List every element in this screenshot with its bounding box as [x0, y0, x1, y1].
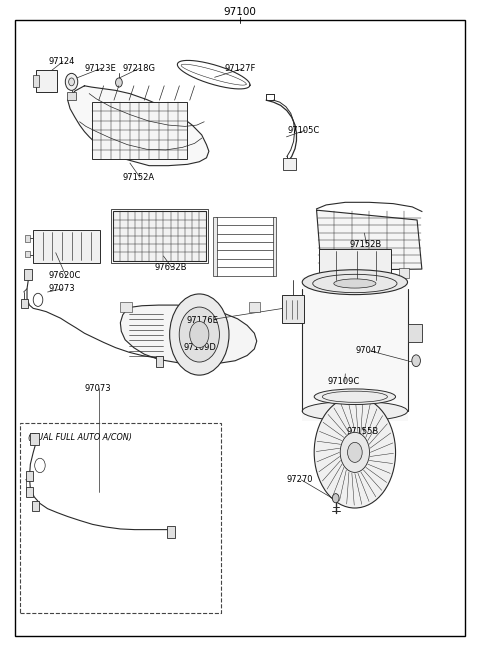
Text: 97218G: 97218G [123, 64, 156, 73]
Text: 97155B: 97155B [347, 427, 379, 436]
Ellipse shape [302, 270, 408, 295]
FancyBboxPatch shape [21, 298, 28, 308]
Circle shape [65, 73, 78, 91]
Circle shape [314, 397, 396, 508]
FancyBboxPatch shape [156, 356, 163, 367]
Bar [249, 302, 260, 312]
Text: 97127F: 97127F [225, 64, 256, 73]
Circle shape [340, 432, 370, 472]
Text: 97105C: 97105C [288, 126, 320, 134]
Text: 97124: 97124 [48, 57, 75, 66]
Circle shape [116, 78, 122, 87]
Text: 97073: 97073 [48, 284, 75, 293]
Circle shape [332, 493, 339, 502]
Text: 97109D: 97109D [183, 343, 216, 352]
Text: 97047: 97047 [356, 346, 383, 356]
Bar [24, 235, 30, 241]
FancyBboxPatch shape [26, 487, 33, 497]
Bar [381, 268, 391, 277]
Bar [20, 423, 221, 613]
Ellipse shape [302, 401, 408, 421]
Bar [120, 302, 132, 312]
Bar [113, 211, 206, 260]
Text: 97152A: 97152A [123, 173, 155, 182]
Circle shape [69, 78, 74, 86]
Bar [213, 216, 217, 276]
FancyBboxPatch shape [33, 75, 38, 87]
Bar [344, 268, 355, 277]
Ellipse shape [334, 279, 376, 288]
FancyBboxPatch shape [32, 501, 39, 511]
Bar [283, 158, 297, 170]
Bar [319, 249, 391, 280]
Polygon shape [120, 305, 257, 364]
FancyBboxPatch shape [67, 92, 76, 100]
Bar [362, 268, 373, 277]
Bar [399, 268, 409, 277]
Bar [273, 216, 276, 276]
Text: (DUAL FULL AUTO A/CON): (DUAL FULL AUTO A/CON) [28, 433, 132, 442]
Ellipse shape [314, 389, 396, 405]
FancyBboxPatch shape [282, 295, 304, 323]
Bar [302, 277, 408, 421]
Circle shape [190, 321, 209, 348]
Text: 97270: 97270 [287, 476, 313, 484]
FancyBboxPatch shape [30, 434, 38, 445]
Bar [33, 230, 100, 262]
Text: 97632B: 97632B [155, 263, 187, 272]
Circle shape [412, 355, 420, 367]
Text: 97123E: 97123E [84, 64, 116, 73]
Bar [92, 102, 187, 159]
Circle shape [169, 294, 229, 375]
Text: 97109C: 97109C [327, 377, 360, 386]
Text: 97073: 97073 [84, 384, 111, 393]
Text: 97620C: 97620C [48, 271, 81, 280]
Bar [408, 324, 422, 342]
Bar [24, 251, 30, 257]
Circle shape [348, 442, 362, 462]
Text: 97176E: 97176E [186, 316, 218, 325]
Bar [111, 209, 208, 263]
FancyBboxPatch shape [26, 471, 33, 481]
Bar [326, 268, 336, 277]
Polygon shape [68, 86, 209, 166]
FancyBboxPatch shape [36, 70, 57, 92]
FancyBboxPatch shape [167, 526, 175, 538]
Polygon shape [317, 210, 422, 270]
Text: 97152B: 97152B [349, 239, 382, 249]
Text: 97100: 97100 [224, 7, 256, 18]
Circle shape [179, 307, 219, 362]
FancyBboxPatch shape [24, 269, 32, 279]
